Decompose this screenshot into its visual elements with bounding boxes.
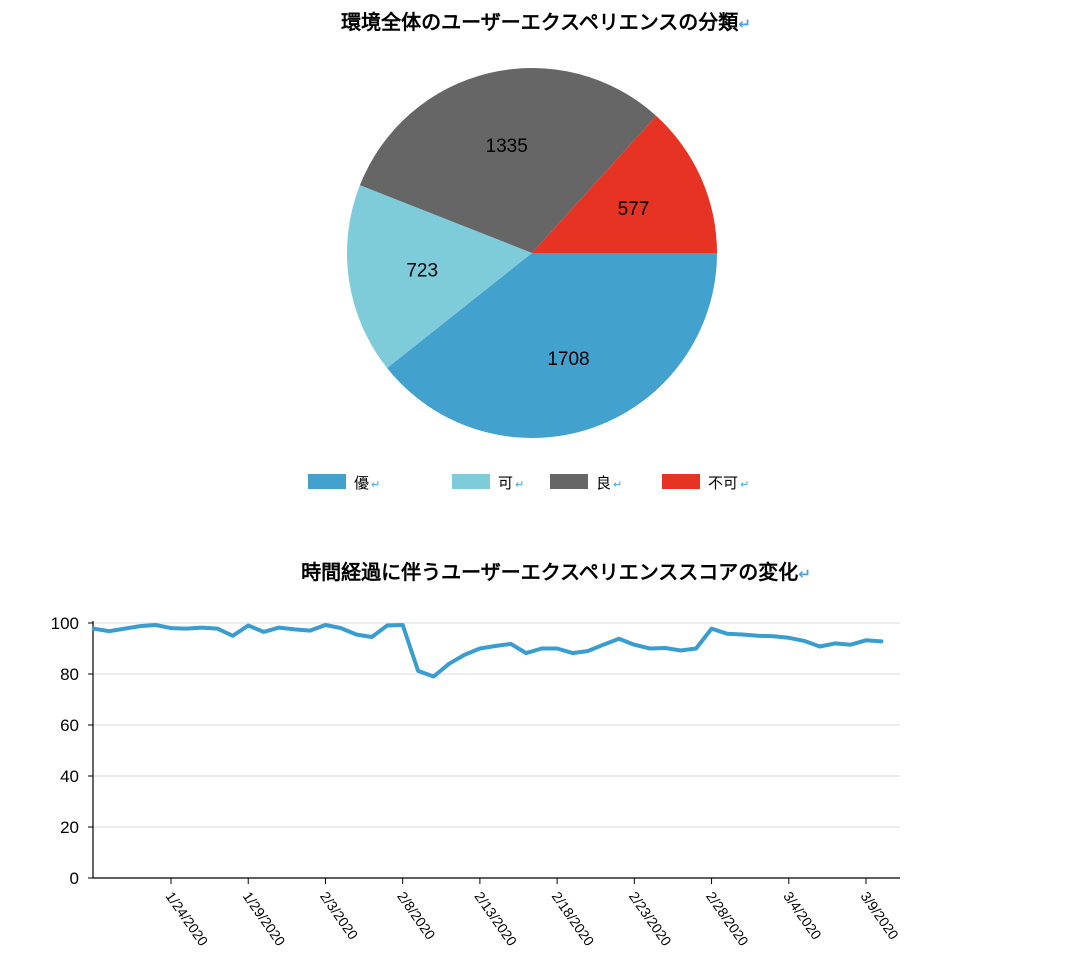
pie-slice-3: [532, 115, 717, 253]
return-mark-icon: ↵: [798, 565, 811, 583]
pie-slice-1: [347, 185, 532, 368]
line-chart-title: 時間経過に伴うユーザーエクスペリエンススコアの変化↵: [301, 560, 811, 584]
pie-legend: 優 ↵ 可 ↵ 良 ↵ 不可 ↵: [308, 474, 749, 492]
return-mark-icon: ↵: [613, 478, 622, 491]
y-tick-label: 100: [51, 614, 79, 633]
x-tick-label: 3/9/2020: [858, 889, 902, 943]
legend-label: 可: [498, 474, 513, 492]
y-tick-label: 60: [60, 716, 79, 735]
legend-label: 不可: [708, 474, 738, 492]
y-tick-label: 0: [70, 869, 79, 888]
x-tick-label: 2/18/2020: [549, 889, 598, 949]
line-chart: 0 20 40 60 80 100 1/24/2020 1/29/2020 2/3/2020 2/…: [51, 614, 902, 949]
pie-data-label: 1708: [547, 349, 589, 370]
x-tick-label: 2/8/2020: [394, 889, 438, 943]
pie-data-label: 723: [406, 260, 438, 281]
return-mark-icon: ↵: [371, 478, 380, 491]
x-tick-label: 2/3/2020: [317, 889, 361, 943]
pie-slice-2: [359, 68, 657, 253]
legend-label: 優: [354, 474, 369, 492]
series-line: [91, 623, 884, 679]
x-tick-label: 2/13/2020: [471, 889, 520, 949]
pie-slice-0: [387, 253, 717, 438]
return-mark-icon: ↵: [515, 478, 524, 491]
legend-swatch: [308, 474, 346, 489]
pie-chart: 1708 723 1335 577: [347, 68, 717, 438]
pie-data-label: 1335: [486, 136, 528, 157]
legend-swatch: [550, 474, 588, 489]
y-tick-label: 80: [60, 665, 79, 684]
y-tick-label: 40: [60, 767, 79, 786]
legend-label: 良: [596, 474, 611, 492]
legend-swatch: [662, 474, 700, 489]
legend-swatch: [452, 474, 490, 489]
x-tick-label: 2/28/2020: [703, 889, 752, 949]
y-tick-label: 20: [60, 818, 79, 837]
x-tick-label: 2/23/2020: [626, 889, 675, 949]
return-mark-icon: ↵: [738, 15, 751, 33]
pie-chart-title: 環境全体のユーザーエクスペリエンスの分類↵: [341, 10, 751, 34]
x-tick-label: 3/4/2020: [780, 889, 824, 943]
return-mark-icon: ↵: [740, 478, 749, 491]
x-tick-label: 1/24/2020: [163, 889, 212, 949]
pie-data-label: 577: [618, 199, 650, 220]
x-tick-label: 1/29/2020: [240, 889, 289, 949]
